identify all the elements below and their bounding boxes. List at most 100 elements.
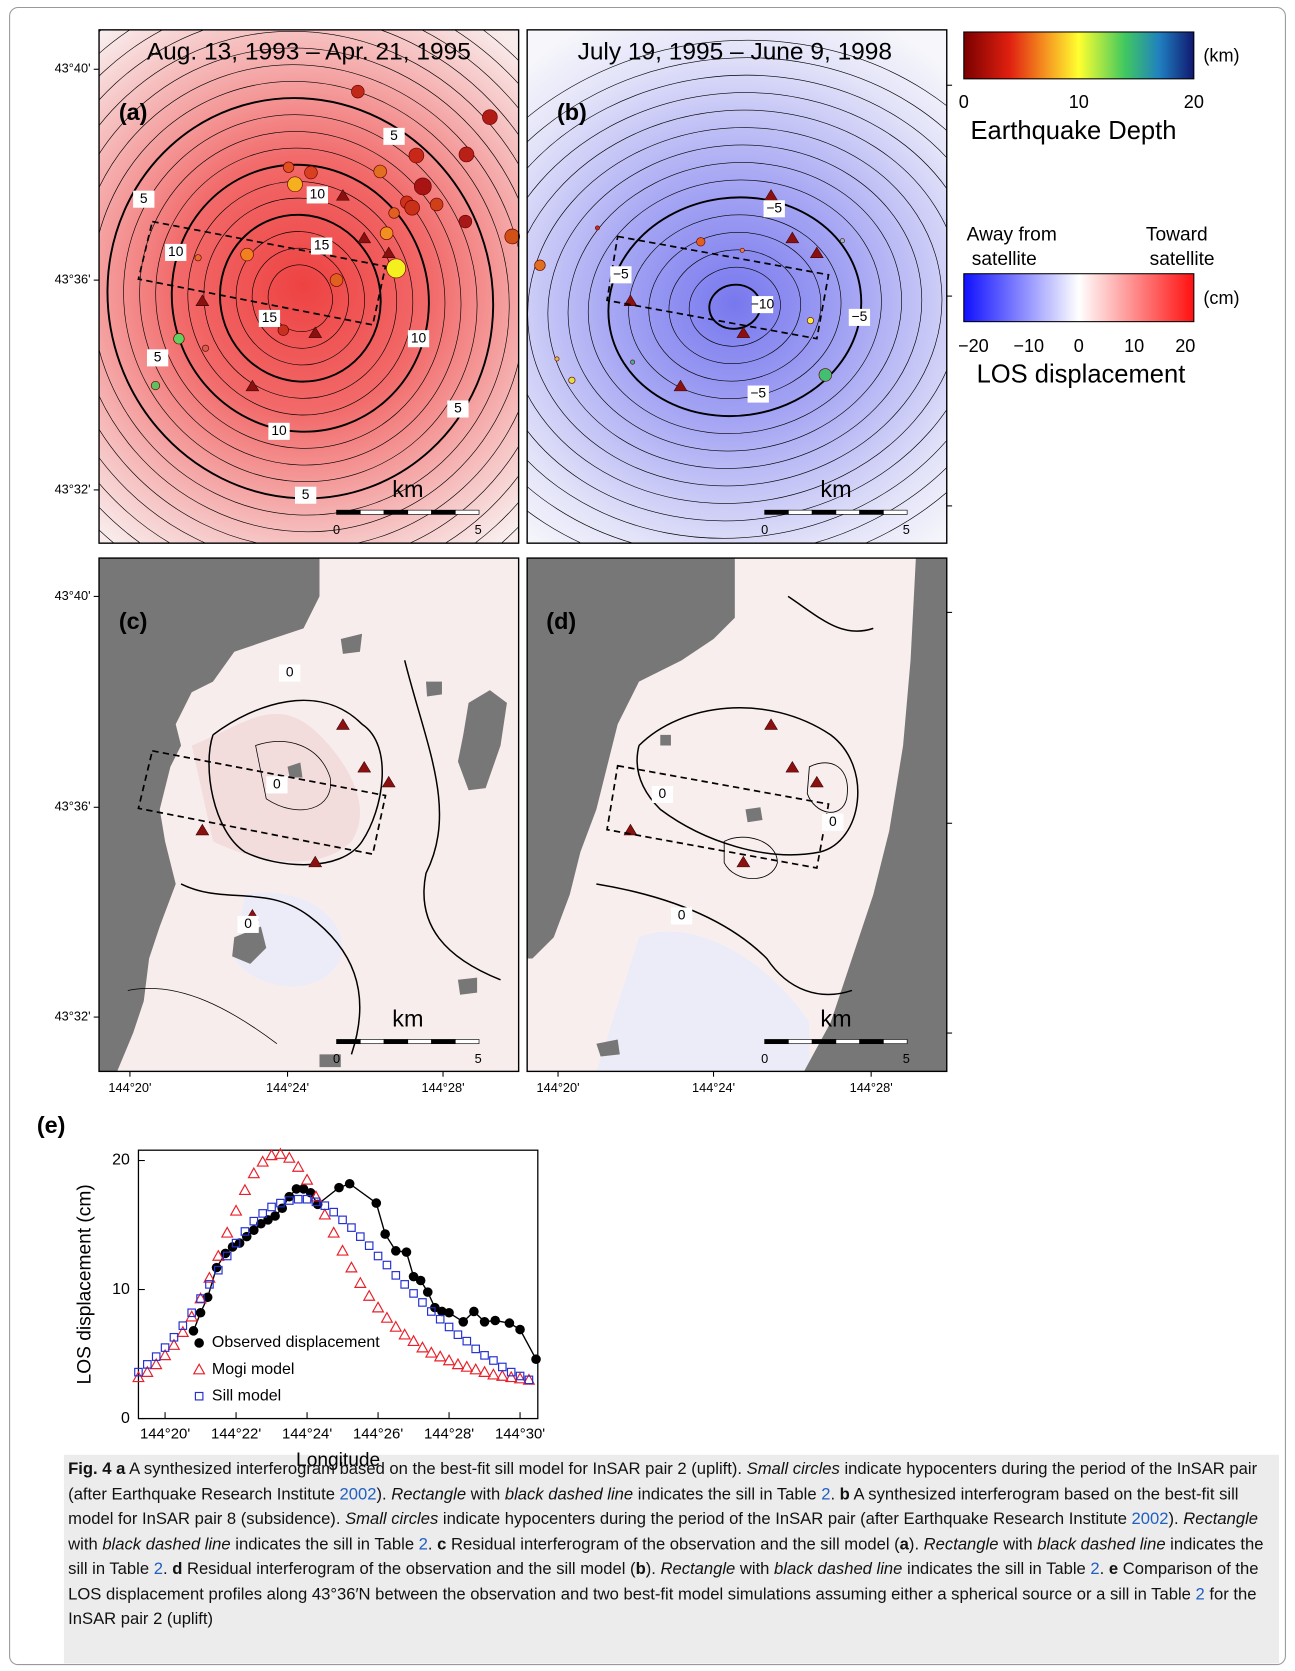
scale-unit: km [392,476,423,502]
map-b-background [527,29,947,544]
marker [247,1166,261,1179]
legend-marker [192,1363,206,1375]
marker [256,1218,266,1229]
colorbar-label: Away from [967,224,1057,245]
citation-link[interactable]: 2 [1195,1585,1205,1604]
colorbar-label: satellite [972,249,1037,270]
legend-label: Mogi model [212,1361,295,1378]
citation-link[interactable]: 2002 [1131,1510,1169,1529]
marker [504,1318,515,1328]
caption-text: Rectangle [1183,1510,1259,1529]
depth-colorbar [963,31,1195,80]
contour-label-bg [268,422,290,440]
marker [282,1151,296,1163]
marker [458,1317,469,1327]
caption-text: e [1108,1560,1119,1579]
marker [211,1262,222,1273]
marker [169,1332,179,1342]
caption-text: . [427,1535,438,1554]
marker [274,1147,287,1159]
scale-bar [883,1039,908,1045]
contour-label-bg [822,813,844,831]
scale-bar [454,509,480,515]
y-tick-label: 20 [112,1152,130,1169]
contours [99,29,947,544]
citation-link[interactable]: 2 [153,1560,163,1579]
marker [134,1367,143,1377]
scale-bar [407,1039,432,1045]
caption-text: A synthesized interferogram based on the… [68,1485,1239,1529]
marker [479,1317,490,1327]
marker [293,1194,303,1204]
contour-label-bg [237,915,259,933]
caption-text: ). [908,1535,924,1554]
marker [424,1346,438,1358]
caption-text: with [735,1560,775,1579]
scale-bar [764,509,789,515]
marker [205,1280,214,1289]
contour-label: 5 [140,190,148,206]
caption-text: b [839,1485,850,1504]
contour-label: 10 [168,243,184,259]
caption-text: indicates the sill in Table [902,1560,1091,1579]
citation-link[interactable]: 2002 [339,1485,377,1504]
contours-b [527,39,947,544]
contour-label: 10 [411,329,427,345]
marker [291,1160,305,1172]
marker [258,1209,268,1218]
scale-bar [407,509,432,515]
colorbar-title: LOS displacement [977,361,1186,389]
lon-label: 144°20' [537,1080,580,1095]
scale-bar [336,1039,361,1045]
contour-label-bg [651,785,674,804]
colorbar-tick: 0 [959,92,969,112]
citation-link[interactable]: 2 [418,1535,428,1554]
marker [371,1198,382,1208]
colorbar-tick: 10 [1124,336,1144,356]
lon-label: 144°28' [422,1080,465,1095]
lat-label: 43°32' [55,481,91,496]
scale-bar [764,1039,789,1045]
contour-label-bg [258,309,281,327]
marker [276,1198,285,1208]
marker [151,1352,161,1361]
panel-title: Aug. 13, 1993 – Apr. 21, 1995 [147,39,471,66]
scale-bar [835,1039,860,1045]
marker [497,1362,507,1372]
marker [400,1280,410,1289]
marker [300,1173,314,1185]
marker [433,1350,447,1362]
marker [401,1247,412,1257]
caption-text: . [830,1485,840,1504]
contour-label: −10 [751,295,775,311]
volcano [336,189,350,201]
contour-label: 15 [262,309,278,325]
scale-unit: km [820,1005,851,1031]
contour [527,74,947,539]
scale-label: 5 [903,1051,910,1066]
marker [471,1344,480,1354]
panel-title: July 19, 1995 – June 9, 1998 [578,39,892,66]
marker [422,1287,433,1297]
caption-text: indicate hypocenters during the period o… [68,1460,1258,1504]
citation-link[interactable]: 2 [1090,1560,1100,1579]
caption-text: c [437,1535,447,1554]
series-line [192,1182,537,1360]
scale-bar [811,1039,837,1045]
caption-text: for the InSAR pair 2 (uplift) [68,1585,1257,1629]
caption-text: with [998,1535,1038,1554]
contour [106,97,495,500]
contour-label-bg [266,776,288,794]
volcano [673,379,688,392]
contour-label-bg [407,330,430,348]
contour [99,30,519,544]
marker [453,1330,463,1340]
x-tick-label: 144°26' [353,1426,403,1442]
x-tick-label: 144°28' [424,1426,474,1442]
volcano [736,326,751,338]
citation-link[interactable]: 2 [821,1485,831,1504]
scale-bar [359,509,385,515]
marker [238,1183,252,1196]
volcano [809,775,824,788]
los-colorbar [963,273,1195,323]
